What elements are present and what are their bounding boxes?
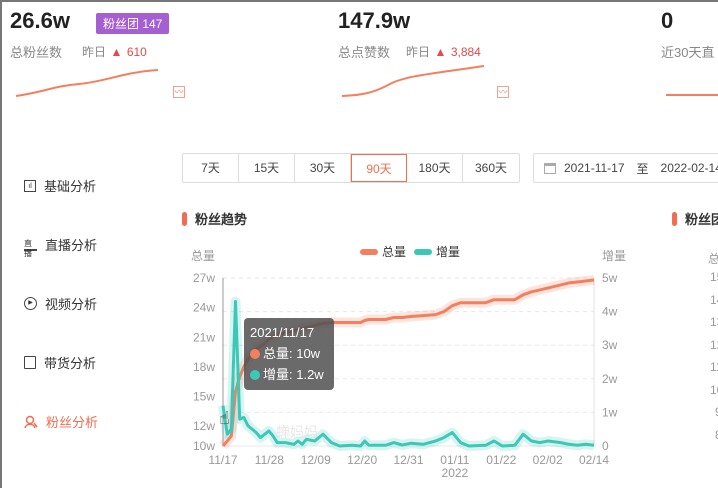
x-tick-label: 02/02 <box>533 453 563 467</box>
y-right-tick-label: 5w <box>602 271 618 285</box>
x-tick-label: 12/20 <box>347 453 377 467</box>
y-right-tick-label: 0 <box>602 439 609 453</box>
tooltip-increment: 增量: 1.2w <box>263 367 324 382</box>
x-tick-label: 11/17 <box>208 453 237 467</box>
right-chart-tick: 11 <box>710 360 718 374</box>
y-left-tick-label: 10w <box>193 439 215 453</box>
total-dot-icon <box>250 349 260 359</box>
y-left-tick-label: 12w <box>193 419 215 433</box>
x-tick-label: 12/09 <box>301 453 331 467</box>
y-right-title: 增量 <box>602 249 626 263</box>
y-right-tick-label: 1w <box>602 405 618 419</box>
legend-total-swatch <box>360 249 378 255</box>
right-chart-axis-title: 总 <box>708 250 718 267</box>
legend-total-label: 总量 <box>382 245 406 259</box>
watermark: 蝉妈妈 <box>276 422 318 442</box>
y-left-title: 总量 <box>191 249 215 263</box>
y-left-tick-label: 18w <box>193 360 215 374</box>
x-tick-label: 01/22 <box>486 453 516 467</box>
x-year-label: 2022 <box>442 466 469 480</box>
y-right-tick-label: 2w <box>602 372 618 386</box>
y-right-tick-label: 4w <box>602 305 618 319</box>
right-chart-tick: 12 <box>710 338 718 352</box>
x-tick-label: 12/31 <box>393 453 423 467</box>
y-right-tick-label: 3w <box>602 338 618 352</box>
y-left-tick-label: 27w <box>193 271 215 285</box>
right-chart-tick: 10 <box>710 383 718 397</box>
y-left-tick-label: 15w <box>193 390 215 404</box>
tooltip-date: 2021/11/17 <box>250 322 328 343</box>
x-tick-label: 01/11 <box>440 453 469 467</box>
tooltip-total: 总量: 10w <box>263 346 320 361</box>
legend-increment-swatch <box>414 249 432 255</box>
right-chart-tick: 14 <box>710 293 718 307</box>
y-left-tick-label: 21w <box>193 330 215 344</box>
y-left-tick-label: 24w <box>193 301 215 315</box>
increment-dot-icon <box>250 370 260 380</box>
hand-cursor-icon: ☝ <box>219 408 230 429</box>
right-chart-tick: 13 <box>710 315 718 329</box>
right-chart-tick: 15 <box>710 270 718 284</box>
legend-increment-label: 增量 <box>436 245 460 259</box>
x-tick-label: 11/28 <box>255 453 284 467</box>
x-tick-label: 02/14 <box>579 453 609 467</box>
chart-tooltip: 2021/11/17 总量: 10w 增量: 1.2w <box>244 318 334 390</box>
